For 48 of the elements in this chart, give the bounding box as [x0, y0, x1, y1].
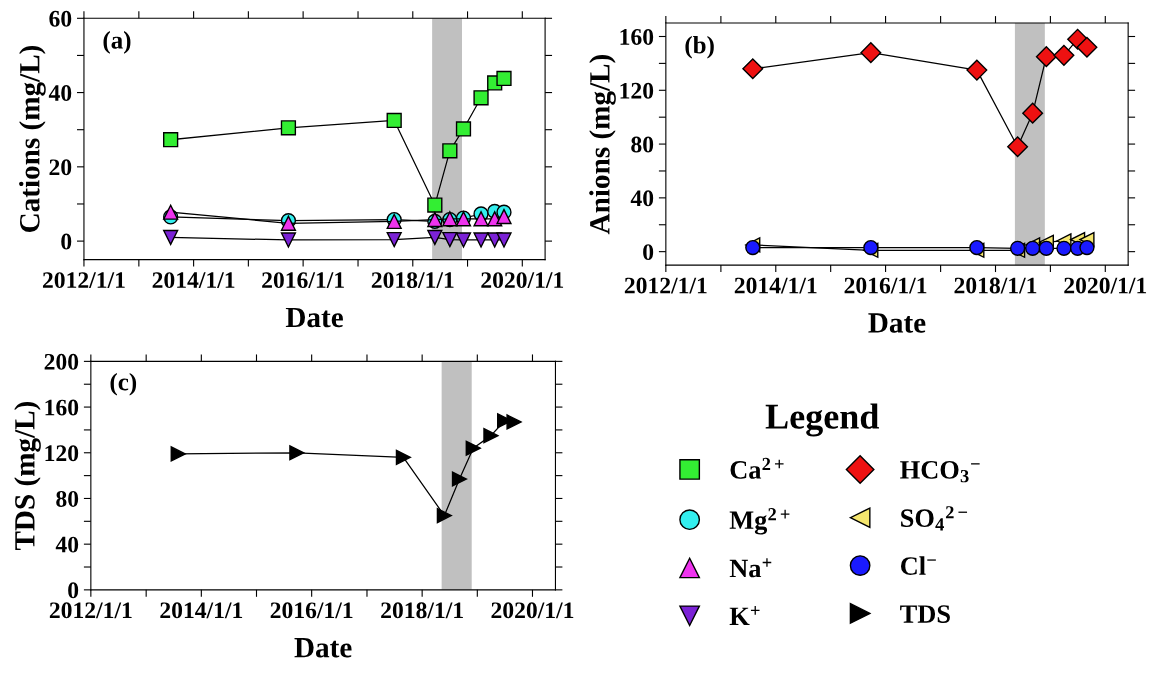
y-tick-label: 120 — [620, 82, 654, 99]
x-tick-label: 2012/1/1 — [49, 602, 132, 619]
y-axis-title: Anions (mg/L) — [589, 55, 616, 235]
legend-label: Na$^{+}$ — [729, 558, 772, 578]
x-tick-label: 2014/1/1 — [160, 602, 243, 619]
x-tick-label: 2018/1/1 — [381, 602, 463, 619]
y-tick-label: 60 — [49, 10, 72, 27]
x-tick-label: 2018/1/1 — [954, 277, 1037, 294]
x-tick-label: 2014/1/1 — [734, 277, 817, 294]
x-tick-label: 2014/1/1 — [152, 272, 235, 289]
y-tick-label: 200 — [44, 353, 79, 370]
x-axis-title: Date — [294, 638, 352, 658]
annotation: (b) — [685, 35, 714, 59]
x-tick-label: 2020/1/1 — [491, 602, 574, 619]
annotation: (c) — [110, 372, 137, 396]
y-tick-label: 160 — [620, 28, 654, 45]
x-axis-title: Date — [285, 307, 343, 328]
y-tick-label: 0 — [68, 582, 79, 599]
legend-label: K$^{+}$ — [729, 606, 760, 625]
x-tick-label: 2016/1/1 — [844, 277, 927, 294]
x-tick-label: 2016/1/1 — [262, 272, 344, 289]
x-tick-label: 2018/1/1 — [371, 272, 454, 289]
legend-label: SO$_{4}$$^{2−}$ — [901, 506, 968, 531]
y-tick-label: 80 — [56, 490, 79, 507]
y-axis-title: Cations (mg/L) — [19, 45, 46, 232]
y-tick-label: 120 — [45, 445, 79, 462]
legend-title: Legend — [765, 403, 880, 437]
y-tick-label: 40 — [48, 85, 72, 101]
x-tick-label: 2012/1/1 — [624, 277, 707, 294]
annotation: (a) — [103, 31, 131, 54]
y-tick-label: 40 — [630, 190, 654, 207]
y-tick-label: 20 — [49, 159, 72, 176]
y-tick-label: 40 — [55, 536, 79, 553]
y-tick-label: 0 — [643, 244, 654, 261]
legend-label: Ca$^{2+}$ — [730, 457, 784, 479]
x-axis-title: Date — [868, 313, 926, 333]
legend-label: HCO$_{3}$$^{−}$ — [900, 461, 980, 483]
y-tick-label: 0 — [61, 233, 72, 250]
y-tick-label: 160 — [45, 399, 79, 416]
x-tick-label: 2016/1/1 — [270, 602, 353, 619]
x-tick-label: 2020/1/1 — [1064, 277, 1147, 294]
legend-label: Mg$^{2+}$ — [729, 508, 790, 535]
legend-label: Cl$^{−}$ — [900, 556, 936, 575]
text: TDS — [900, 605, 950, 623]
x-tick-label: 2020/1/1 — [481, 272, 564, 289]
y-tick-label: 80 — [631, 136, 654, 153]
x-tick-label: 2012/1/1 — [42, 272, 125, 289]
y-axis-title: TDS (mg/L) — [14, 401, 41, 551]
